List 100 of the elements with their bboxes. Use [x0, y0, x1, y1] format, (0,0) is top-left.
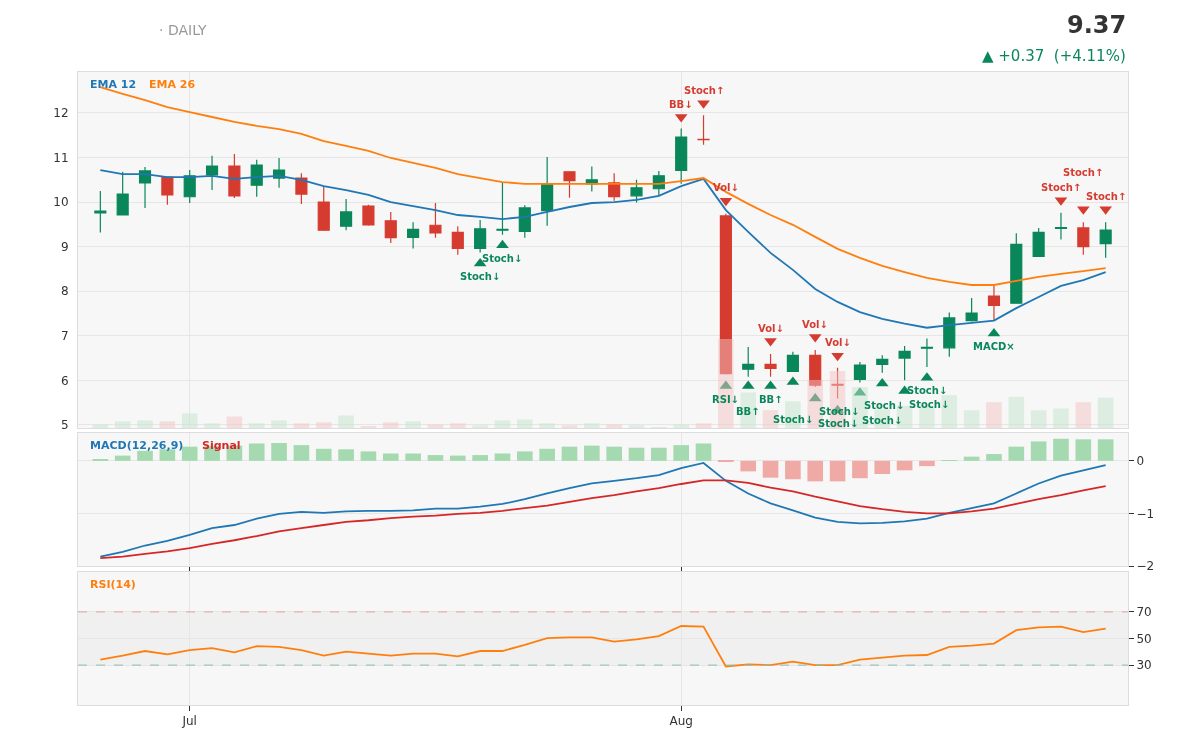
- candlestick: [965, 297, 978, 323]
- bar: [584, 423, 600, 428]
- y-tick-label: 7: [60, 328, 69, 343]
- bar: [449, 455, 466, 461]
- candlestick: [898, 345, 911, 381]
- bar: [137, 450, 153, 461]
- bar: [963, 410, 980, 428]
- bar: [181, 446, 198, 461]
- data-label: Stoch↓: [907, 385, 948, 396]
- bar: [137, 420, 153, 428]
- bar: [1053, 438, 1069, 461]
- data-label: Vol↓: [825, 337, 851, 348]
- bar: [852, 460, 868, 479]
- bar: [159, 421, 176, 428]
- data-label: Stoch↓: [460, 271, 501, 282]
- bar: [539, 423, 555, 428]
- bar: [1008, 396, 1025, 428]
- bar: [315, 422, 332, 428]
- bar: [226, 416, 243, 428]
- y-tick-label: 30: [1136, 658, 1152, 673]
- bar: [204, 423, 220, 428]
- bar: [382, 453, 399, 461]
- candlestick: [563, 171, 576, 199]
- bar: [919, 460, 935, 467]
- y-tick-label: 70: [1136, 605, 1152, 620]
- candlestick: [518, 204, 531, 239]
- bar: [271, 442, 287, 461]
- candlestick: [94, 190, 107, 233]
- data-label: Stoch↑: [684, 85, 725, 96]
- y-tick-label: 50: [1136, 631, 1152, 646]
- y-tick-label: 10: [53, 195, 69, 210]
- bar: [1097, 397, 1114, 428]
- candlestick: [943, 312, 956, 358]
- bar: [539, 448, 555, 461]
- candlestick: [541, 156, 554, 227]
- bar: [762, 460, 779, 478]
- data-label: Vol↓: [758, 323, 784, 334]
- bar: [785, 460, 801, 480]
- bar: [695, 443, 712, 461]
- point: [875, 377, 889, 387]
- bar: [494, 420, 511, 428]
- bar: [695, 423, 712, 428]
- candlestick: [429, 202, 442, 239]
- data-label: Stoch↓: [818, 418, 859, 429]
- candlestick: [1010, 232, 1023, 305]
- bar: [561, 446, 578, 461]
- candlestick: [1032, 227, 1045, 258]
- candlestick: [384, 211, 397, 244]
- bar: [986, 402, 1002, 428]
- bar: [896, 460, 913, 471]
- y-tick-label: 9: [60, 239, 69, 254]
- bar: [405, 421, 421, 428]
- bar: [1030, 410, 1047, 428]
- candlestick: [451, 225, 464, 256]
- bar: [181, 413, 198, 428]
- candlestick: [1077, 221, 1090, 256]
- bar: [338, 415, 354, 428]
- data-label: MACD×: [973, 341, 1015, 352]
- text: MACD(12,26,9): [90, 439, 184, 452]
- data-label: BB↑: [759, 394, 783, 405]
- candlestick: [250, 159, 263, 198]
- line-series: [99, 479, 1107, 560]
- candlestick: [317, 185, 330, 232]
- candlestick: [630, 179, 643, 204]
- candlestick: [742, 346, 755, 378]
- bar: [740, 460, 757, 472]
- series-label: EMA 26: [149, 78, 196, 91]
- data-label: Stoch↓: [909, 399, 950, 410]
- text: EMA 12: [90, 78, 137, 91]
- data-label: Stoch↑: [1041, 182, 1082, 193]
- bar: [606, 446, 622, 461]
- candlestick: [697, 114, 710, 146]
- candlestick: [675, 127, 688, 185]
- candlestick: [920, 337, 934, 368]
- text: Signal: [202, 439, 241, 452]
- candlestick: [474, 219, 487, 254]
- bar: [516, 451, 533, 461]
- x-tick-label: Aug: [669, 714, 693, 729]
- bar: [963, 456, 980, 461]
- text: 9.37: [1067, 11, 1127, 39]
- data-label: Stoch↓: [482, 253, 523, 264]
- bar: [1030, 441, 1047, 461]
- bar: [673, 445, 690, 461]
- y-tick-label: 11: [53, 150, 69, 165]
- y-tick-label: 12: [53, 106, 69, 121]
- bar: [1075, 439, 1092, 461]
- bar: [405, 453, 421, 461]
- candlestick: [987, 283, 1001, 322]
- candlestick: [786, 351, 799, 373]
- candlestick: [496, 182, 509, 236]
- bar: [293, 423, 310, 428]
- bar: [651, 447, 667, 461]
- y-tick-label: 0: [1136, 454, 1145, 469]
- data-label: Stoch↓: [864, 400, 905, 411]
- candlestick: [295, 172, 308, 205]
- bar: [472, 455, 488, 461]
- candlestick: [340, 198, 353, 231]
- data-label: Stoch↓: [773, 414, 814, 425]
- y-tick-label: −1: [1136, 506, 1155, 521]
- point: [496, 239, 509, 249]
